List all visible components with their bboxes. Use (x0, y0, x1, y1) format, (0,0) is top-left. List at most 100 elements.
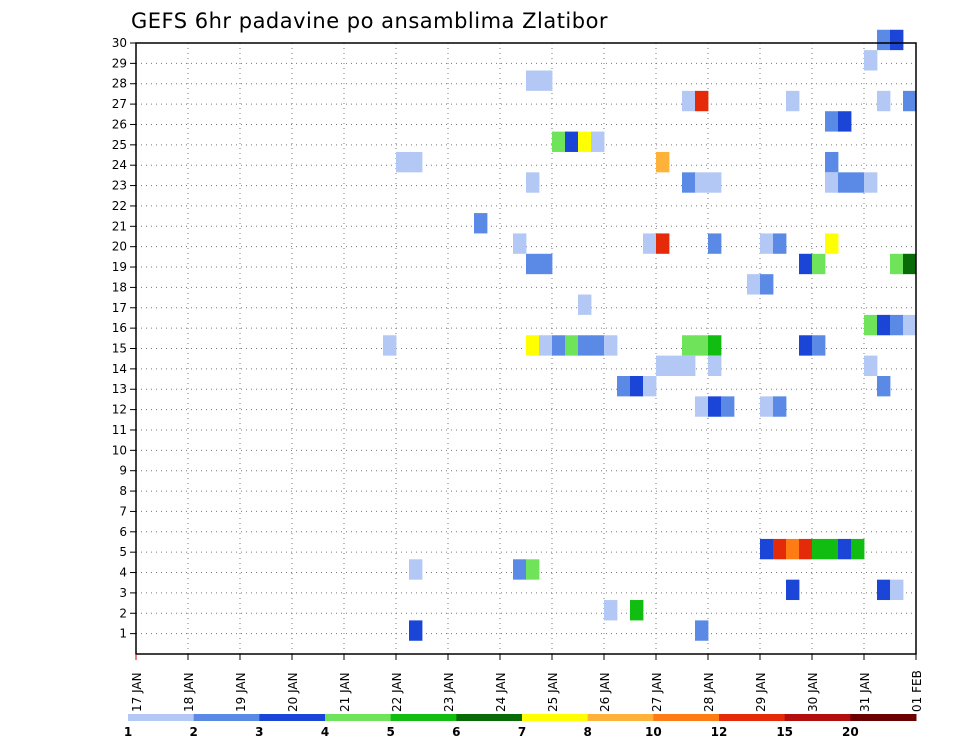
y-tick-label: 17 (112, 301, 127, 315)
precip-cell (617, 375, 631, 397)
precip-cell (812, 335, 826, 356)
y-axis-ticks: 1234567891011121314151617181920212223242… (112, 36, 136, 641)
precip-cell (695, 172, 709, 193)
precip-cell (513, 559, 527, 580)
precip-cell (539, 253, 553, 275)
precip-cell (825, 151, 839, 173)
y-tick-label: 21 (112, 219, 127, 233)
y-tick-label: 28 (112, 77, 127, 91)
y-tick-label: 5 (119, 545, 127, 559)
y-tick-label: 10 (112, 443, 127, 457)
y-tick-label: 4 (119, 566, 127, 580)
y-tick-label: 6 (119, 525, 127, 539)
y-tick-label: 14 (112, 362, 127, 376)
x-tick-label: 23 JAN (442, 672, 456, 712)
colorbar-swatch (456, 714, 523, 721)
precip-cell (825, 111, 839, 132)
precip-cell (773, 233, 787, 254)
colorbar-swatch (587, 714, 654, 721)
precip-cell (396, 151, 410, 173)
x-tick-label: 21 JAN (338, 672, 352, 712)
precip-cell (630, 375, 644, 397)
precip-cell (578, 294, 592, 315)
y-tick-label: 29 (112, 56, 127, 70)
y-tick-label: 25 (112, 138, 127, 152)
precip-cell (409, 620, 423, 641)
precip-cell (591, 131, 605, 152)
precip-cell (877, 90, 891, 112)
y-tick-label: 9 (119, 464, 127, 478)
precip-cell (851, 172, 865, 193)
precip-cell (682, 172, 696, 193)
colorbar-label: 8 (583, 725, 591, 739)
precip-cell (799, 335, 813, 356)
chart-title: GEFS 6hr padavine po ansamblima Zlatibor (131, 9, 608, 33)
precip-cell (864, 172, 878, 193)
colorbar: 1 2 3 4 5 6 7 8 10 12 15 20 (124, 714, 917, 739)
precip-cell (760, 396, 774, 417)
precip-cell (825, 538, 839, 560)
precip-cell (656, 151, 670, 173)
y-tick-label: 15 (112, 342, 127, 356)
x-tick-label: 29 JAN (754, 672, 768, 712)
colorbar-swatch (128, 714, 195, 721)
colorbar-swatch (653, 714, 720, 721)
precip-cell (890, 253, 904, 275)
x-tick-label: 22 JAN (390, 672, 404, 712)
precip-cell (903, 253, 917, 275)
x-tick-label: 18 JAN (182, 672, 196, 712)
y-tick-label: 24 (112, 158, 127, 172)
y-tick-label: 3 (119, 586, 127, 600)
precip-cell (656, 355, 670, 376)
y-tick-label: 13 (112, 382, 127, 396)
precip-cell (786, 579, 800, 601)
precip-cell (409, 559, 423, 580)
y-tick-label: 16 (112, 321, 127, 335)
x-axis-ticks: 17 JAN 18 JAN 19 JAN 20 JAN 21 JAN 22 JAN 23 J… (130, 654, 924, 712)
precip-cell (695, 90, 709, 112)
x-tick-label: 26 JAN (598, 672, 612, 712)
precip-cell (812, 253, 826, 275)
precip-cell (773, 396, 787, 417)
precip-cell (526, 70, 540, 91)
precip-cell (656, 233, 670, 254)
precip-cell (565, 131, 579, 152)
y-tick-label: 7 (119, 504, 127, 518)
precip-cell (409, 151, 423, 173)
precip-cell (773, 538, 787, 560)
precip-cell (695, 335, 709, 356)
precip-cell (799, 253, 813, 275)
y-tick-label: 20 (112, 240, 127, 254)
colorbar-label: 15 (776, 725, 793, 739)
y-tick-label: 12 (112, 403, 127, 417)
precip-cell (721, 396, 735, 417)
y-tick-label: 2 (119, 606, 127, 620)
precip-cell (838, 538, 852, 560)
y-tick-label: 23 (112, 179, 127, 193)
precip-cell (552, 131, 566, 152)
colorbar-label: 3 (255, 725, 263, 739)
precip-cell (682, 90, 696, 112)
precip-cell (630, 600, 644, 621)
precip-cell (890, 29, 904, 51)
precip-cell (708, 335, 722, 356)
precip-cell (812, 538, 826, 560)
precip-cell (539, 335, 553, 356)
y-tick-label: 26 (112, 117, 127, 131)
y-tick-label: 11 (112, 423, 127, 437)
precip-cell (565, 335, 579, 356)
precip-cell (877, 29, 891, 51)
colorbar-label: 5 (386, 725, 394, 739)
precip-cell (682, 355, 696, 376)
precip-cell (604, 335, 618, 356)
precip-cell (526, 559, 540, 580)
x-tick-label: 01 FEB (910, 670, 924, 712)
x-tick-label: 27 JAN (650, 672, 664, 712)
precip-cell (552, 335, 566, 356)
grid-lines (136, 42, 916, 654)
y-tick-label: 1 (119, 627, 127, 641)
precip-cell (760, 538, 774, 560)
precip-cell (526, 253, 540, 275)
precip-cell (903, 314, 917, 336)
